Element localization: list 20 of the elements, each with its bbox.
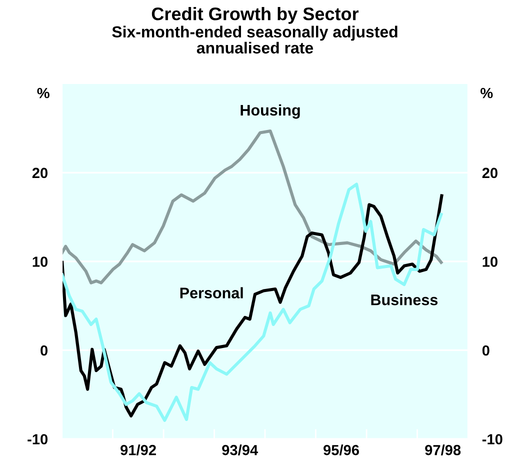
y2-tick-label: 0: [482, 345, 490, 356]
y-tick-label: -10: [28, 434, 48, 444]
y2-tick-label: -10: [482, 434, 502, 444]
x-tick-label: 97/98: [425, 444, 461, 456]
y-tick-label: 20: [32, 168, 48, 178]
y-tick-label: 10: [32, 256, 48, 267]
y2-tick-label: 20: [482, 168, 498, 178]
series-label: Housing: [240, 104, 300, 119]
chart-subtitle: Six-month-ended seasonally adjusted annualised rate: [112, 26, 398, 54]
x-tick-label: 91/92: [120, 444, 156, 456]
line-series: [62, 129, 443, 284]
series-label: Personal: [180, 287, 243, 298]
x-tick-label: 95/96: [324, 444, 359, 456]
x-tick-label: 93/94: [222, 444, 258, 456]
y-tick-label: 0: [40, 345, 48, 356]
y2-tick-label: 10: [482, 256, 498, 267]
series-label: Business: [371, 294, 438, 306]
y-axis-title: %: [37, 88, 50, 98]
y2-axis-title: %: [480, 88, 493, 98]
chart-title: Credit Growth by Sector: [152, 7, 359, 24]
